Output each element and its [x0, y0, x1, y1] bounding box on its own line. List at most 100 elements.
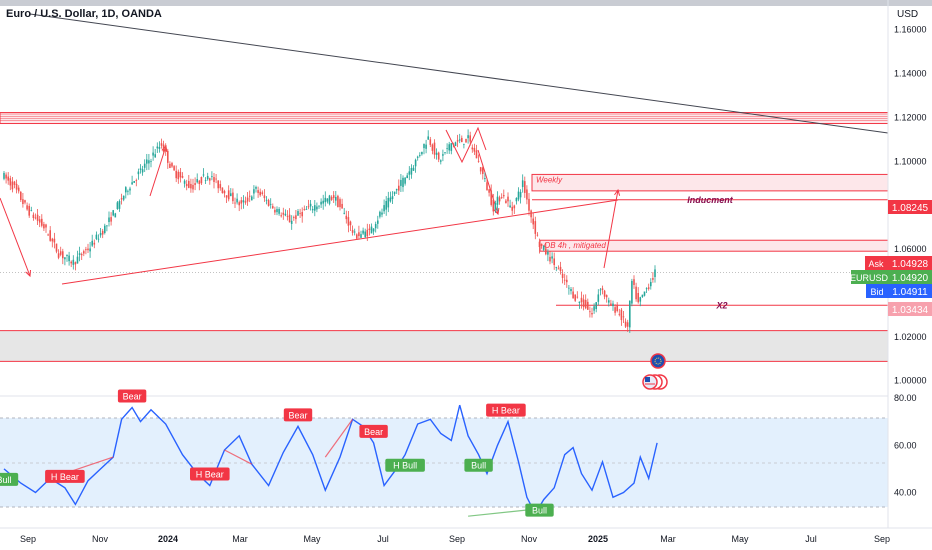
candle-body	[181, 176, 184, 178]
eu-flag-event-icon[interactable]	[650, 353, 666, 369]
candle-body	[492, 199, 495, 212]
time-tick-10: May	[731, 534, 749, 544]
rsi-label-8: H Bear	[492, 406, 520, 416]
candle-body	[540, 243, 543, 247]
candle-body	[612, 303, 614, 307]
candle-body	[236, 198, 238, 203]
candle-body	[349, 221, 352, 226]
last-price: 1.04920	[892, 273, 929, 284]
candle-body	[561, 273, 564, 278]
candle-body	[633, 279, 635, 285]
candle-body	[152, 152, 154, 156]
candle-body	[421, 151, 423, 155]
candle-body	[53, 238, 56, 243]
candle-body	[584, 299, 587, 309]
candle-body	[345, 215, 348, 220]
time-tick-5: Jul	[377, 534, 389, 544]
price-tick-1: 1.14000	[894, 68, 927, 78]
candle-body	[106, 225, 108, 227]
candle-body	[400, 180, 402, 186]
candle-body	[225, 195, 228, 198]
rsi-layer: Bull H Bear Bear H Bear Bear Bear H Bull Bull H …	[0, 389, 658, 517]
price-tick-0: 1.16000	[894, 25, 927, 35]
candle-body	[265, 199, 268, 201]
candle-body	[240, 200, 243, 204]
us-flag-event-icon[interactable]	[642, 374, 668, 390]
rsi-axis[interactable]: 80.00 60.00 40.00	[894, 393, 917, 498]
candle-body	[467, 135, 469, 139]
price-tick-2: 1.12000	[894, 112, 927, 122]
candle-body	[120, 198, 123, 200]
candle-body	[13, 181, 16, 185]
candle-body	[190, 183, 192, 189]
candle-body	[215, 178, 217, 180]
candle-body	[645, 288, 648, 290]
divergence-line-3	[468, 508, 536, 517]
candle-body	[442, 154, 444, 156]
price-tick-6: 1.02000	[894, 332, 927, 342]
candle-body	[524, 181, 526, 193]
candle-body	[171, 163, 173, 167]
candle-body	[425, 144, 427, 149]
candle-body	[221, 187, 224, 194]
candle-body	[3, 172, 5, 179]
candle-body	[85, 249, 87, 251]
candle-body	[372, 228, 375, 232]
candle-body	[234, 202, 236, 204]
rsi-tick-2: 40.00	[894, 488, 917, 498]
candle-body	[160, 143, 163, 146]
trendlines-layer	[0, 13, 889, 285]
candle-body	[547, 251, 549, 255]
candle-body	[311, 208, 314, 211]
candle-body	[393, 191, 396, 195]
candle-body	[362, 230, 364, 234]
candle-body	[528, 198, 530, 211]
candle-body	[335, 197, 337, 201]
candle-body	[200, 177, 203, 184]
candle-body	[387, 197, 390, 208]
candle-body	[43, 224, 45, 229]
candle-body	[26, 205, 28, 210]
rsi-label-bg-8	[486, 403, 526, 417]
candle-body	[185, 183, 188, 187]
candle-body	[368, 228, 371, 230]
candle-body	[620, 309, 623, 321]
top-scrollbar[interactable]	[0, 0, 932, 6]
price-tick-5: 1.06000	[894, 244, 927, 254]
time-tick-0: Sep	[20, 534, 36, 544]
candle-body	[57, 253, 60, 258]
candle-body	[610, 303, 612, 306]
candle-body	[538, 241, 541, 248]
candle-body	[112, 210, 114, 216]
candle-body	[91, 240, 93, 246]
candle-body	[24, 200, 26, 203]
x2-price-tag: 1.03434	[888, 302, 932, 316]
candle-body	[55, 243, 58, 252]
candle-body	[385, 200, 387, 210]
candle-body	[490, 190, 492, 205]
candle-body	[59, 251, 62, 255]
candle-body	[267, 200, 270, 206]
currency-label: USD	[897, 9, 918, 20]
candle-body	[410, 168, 413, 175]
candle-body	[45, 224, 47, 228]
candle-body	[629, 300, 631, 328]
rsi-label-bg-4	[283, 408, 313, 422]
candle-body	[301, 212, 303, 217]
time-axis[interactable]: Sep Nov 2024 Mar May Jul Sep Nov 2025 Mar May Jul Se…	[20, 534, 890, 544]
candle-body	[448, 144, 450, 151]
candle-body	[534, 221, 537, 234]
candle-body	[164, 145, 167, 152]
candle-body	[566, 279, 568, 283]
candle-body	[563, 279, 566, 281]
candle-body	[553, 258, 555, 266]
bid-price: 1.04911	[892, 287, 928, 298]
rsi-label-1: H Bear	[51, 472, 79, 482]
annotations-layer: Weekly OB 4h , mitigated Inducment X2	[536, 175, 734, 310]
candle-body	[395, 188, 398, 191]
bid-label: Bid	[870, 287, 883, 297]
candle-body	[269, 203, 272, 205]
time-tick-7: Nov	[521, 534, 538, 544]
candle-body	[530, 210, 532, 218]
